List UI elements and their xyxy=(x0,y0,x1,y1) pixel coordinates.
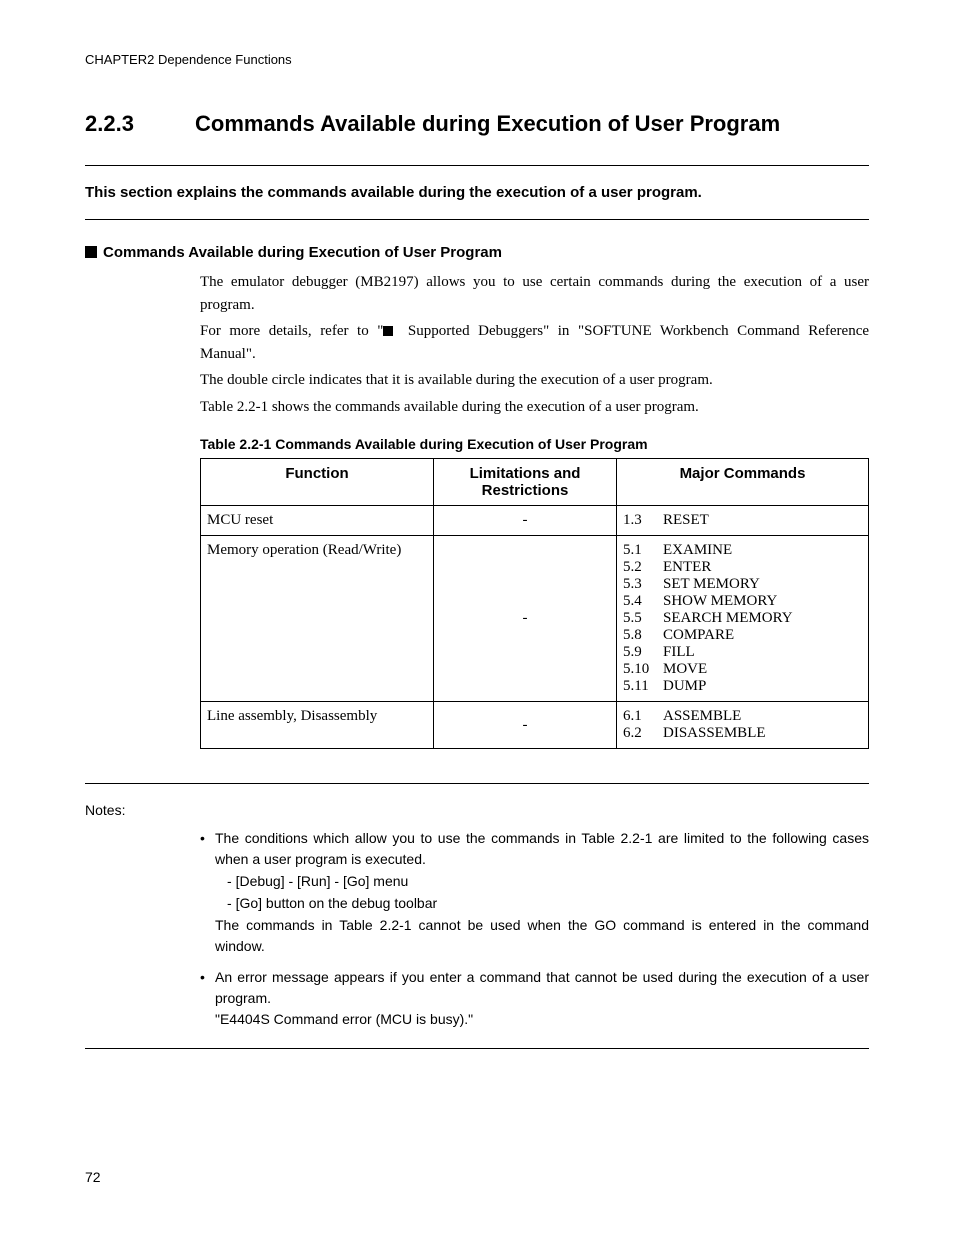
command-name: DUMP xyxy=(663,678,706,695)
command-name: SET MEMORY xyxy=(663,576,760,593)
command-name: SEARCH MEMORY xyxy=(663,610,793,627)
command-number: 5.2 xyxy=(623,559,663,576)
cell-commands: 5.1EXAMINE5.2ENTER5.3SET MEMORY5.4SHOW M… xyxy=(617,536,869,702)
rule-notes-top xyxy=(85,783,869,784)
note-1-sub-1: [Debug] - [Run] - [Go] menu xyxy=(227,870,869,892)
command-number: 5.4 xyxy=(623,593,663,610)
cell-function: Memory operation (Read/Write) xyxy=(201,536,434,702)
paragraph-3: The double circle indicates that it is a… xyxy=(200,369,869,392)
notes-list: The conditions which allow you to use th… xyxy=(185,828,869,1030)
command-line: 5.11DUMP xyxy=(623,678,862,695)
cell-function: MCU reset xyxy=(201,506,434,536)
rule-notes-bottom xyxy=(85,1048,869,1049)
th-function: Function xyxy=(201,459,434,506)
chapter-header: CHAPTER2 Dependence Functions xyxy=(85,52,869,67)
cell-commands: 1.3RESET xyxy=(617,506,869,536)
command-name: ASSEMBLE xyxy=(663,708,741,725)
command-number: 5.9 xyxy=(623,644,663,661)
paragraph-2a: For more details, refer to " xyxy=(200,323,383,339)
command-name: RESET xyxy=(663,512,709,529)
note-1-text: The conditions which allow you to use th… xyxy=(215,830,869,867)
command-name: MOVE xyxy=(663,661,707,678)
command-number: 1.3 xyxy=(623,512,663,529)
command-line: 5.8COMPARE xyxy=(623,627,862,644)
command-name: SHOW MEMORY xyxy=(663,593,777,610)
command-number: 5.5 xyxy=(623,610,663,627)
subheading: Commands Available during Execution of U… xyxy=(85,244,869,261)
subheading-text: Commands Available during Execution of U… xyxy=(103,244,502,261)
command-line: 6.1ASSEMBLE xyxy=(623,708,862,725)
command-number: 6.1 xyxy=(623,708,663,725)
cell-limitations: - xyxy=(434,536,617,702)
command-line: 1.3RESET xyxy=(623,512,862,529)
table-caption: Table 2.2-1 Commands Available during Ex… xyxy=(200,436,869,452)
section-number: 2.2.3 xyxy=(85,111,195,137)
command-number: 5.8 xyxy=(623,627,663,644)
table-row: Line assembly, Disassembly-6.1ASSEMBLE6.… xyxy=(201,702,869,749)
note-item-1: The conditions which allow you to use th… xyxy=(200,828,869,957)
command-number: 6.2 xyxy=(623,725,663,742)
note-2-text: An error message appears if you enter a … xyxy=(215,969,869,1006)
th-limitations: Limitations and Restrictions xyxy=(434,459,617,506)
paragraph-2: For more details, refer to " Supported D… xyxy=(200,320,869,365)
rule-top xyxy=(85,165,869,166)
cell-function: Line assembly, Disassembly xyxy=(201,702,434,749)
command-line: 5.5SEARCH MEMORY xyxy=(623,610,862,627)
section-title: 2.2.3 Commands Available during Executio… xyxy=(85,111,869,137)
table-row: MCU reset-1.3RESET xyxy=(201,506,869,536)
page-number: 72 xyxy=(85,1169,869,1185)
command-name: FILL xyxy=(663,644,695,661)
square-bullet-icon xyxy=(85,246,97,258)
commands-table: Function Limitations and Restrictions Ma… xyxy=(200,458,869,749)
command-line: 5.3SET MEMORY xyxy=(623,576,862,593)
command-name: ENTER xyxy=(663,559,711,576)
command-number: 5.1 xyxy=(623,542,663,559)
command-line: 6.2DISASSEMBLE xyxy=(623,725,862,742)
cell-limitations: - xyxy=(434,702,617,749)
command-name: DISASSEMBLE xyxy=(663,725,766,742)
note-1-followup: The commands in Table 2.2-1 cannot be us… xyxy=(215,915,869,957)
paragraph-4: Table 2.2-1 shows the commands available… xyxy=(200,396,869,419)
th-commands: Major Commands xyxy=(617,459,869,506)
command-name: EXAMINE xyxy=(663,542,732,559)
command-line: 5.4SHOW MEMORY xyxy=(623,593,862,610)
note-item-2: An error message appears if you enter a … xyxy=(200,967,869,1030)
intro-text: This section explains the commands avail… xyxy=(85,184,869,201)
cell-limitations: - xyxy=(434,506,617,536)
notes-block: The conditions which allow you to use th… xyxy=(185,828,869,1030)
note-2-followup: "E4404S Command error (MCU is busy)." xyxy=(215,1011,473,1027)
command-number: 5.11 xyxy=(623,678,663,695)
rule-bottom xyxy=(85,219,869,220)
table-row: Memory operation (Read/Write)-5.1EXAMINE… xyxy=(201,536,869,702)
command-number: 5.3 xyxy=(623,576,663,593)
command-line: 5.1EXAMINE xyxy=(623,542,862,559)
section-title-text: Commands Available during Execution of U… xyxy=(195,111,780,137)
command-name: COMPARE xyxy=(663,627,734,644)
note-1-sub-2: [Go] button on the debug toolbar xyxy=(227,892,869,914)
body-content: The emulator debugger (MB2197) allows yo… xyxy=(200,271,869,749)
paragraph-1: The emulator debugger (MB2197) allows yo… xyxy=(200,271,869,316)
square-bullet-icon xyxy=(383,326,393,336)
cell-commands: 6.1ASSEMBLE6.2DISASSEMBLE xyxy=(617,702,869,749)
command-number: 5.10 xyxy=(623,661,663,678)
command-line: 5.9FILL xyxy=(623,644,862,661)
notes-label: Notes: xyxy=(85,802,869,818)
table-header-row: Function Limitations and Restrictions Ma… xyxy=(201,459,869,506)
command-line: 5.10MOVE xyxy=(623,661,862,678)
command-line: 5.2ENTER xyxy=(623,559,862,576)
